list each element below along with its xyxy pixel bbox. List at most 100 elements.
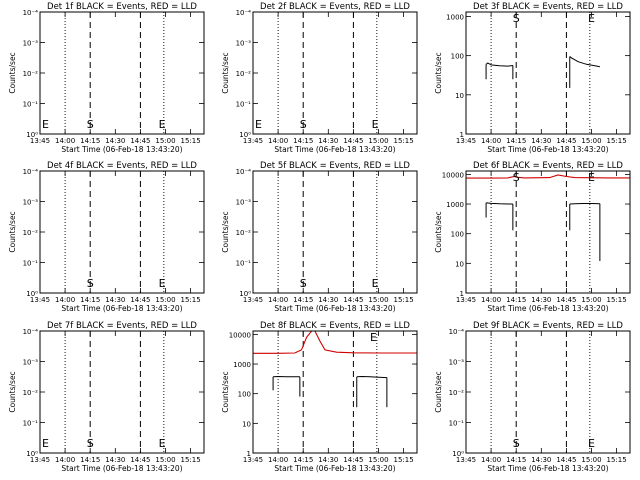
x-tick-label: 15:00 xyxy=(581,456,601,464)
chart-panel-7: Det 7f BLACK = Events, RED = LLD Counts/s… xyxy=(8,321,205,473)
y-axis-label: Counts/sec xyxy=(434,211,443,252)
y-tick-label: 10⁻² xyxy=(449,389,465,397)
x-tick-label: 15:00 xyxy=(155,137,175,145)
event-marker: E xyxy=(159,437,166,450)
plot-frame xyxy=(252,170,418,294)
y-tick-label: 100 xyxy=(451,231,464,239)
x-tick-label: 15:00 xyxy=(155,456,175,464)
y-tick-label: 10⁻⁴ xyxy=(236,168,252,176)
y-tick-label: 10⁰ xyxy=(452,450,464,458)
x-tick-label: 14:45 xyxy=(343,296,363,304)
event-marker: E xyxy=(42,437,49,450)
x-tick-label: 14:00 xyxy=(55,456,75,464)
y-tick-label: 10⁻⁴ xyxy=(23,9,39,17)
x-tick-label: 13:45 xyxy=(30,137,50,145)
x-tick-label: 15:15 xyxy=(181,296,201,304)
event-marker: E xyxy=(372,118,379,131)
x-tick-label: 14:30 xyxy=(531,456,551,464)
x-tick-label: 15:15 xyxy=(394,296,414,304)
x-tick-label: 14:30 xyxy=(531,296,551,304)
y-tick-label: 10⁻¹ xyxy=(23,260,39,268)
x-tick-label: 15:15 xyxy=(181,137,201,145)
chart-panel-9: Det 9f BLACK = Events, RED = LLD Counts/s… xyxy=(434,321,631,473)
y-tick-label: 100 xyxy=(451,53,464,61)
event-marker: S xyxy=(300,118,307,131)
x-tick-label: 14:30 xyxy=(105,137,125,145)
event-marker: E xyxy=(588,437,595,450)
y-tick-label: 10⁻³ xyxy=(23,199,39,207)
x-tick-label: 14:00 xyxy=(55,296,75,304)
y-axis-label: Counts/sec xyxy=(8,211,17,252)
y-tick-label: 10⁻¹ xyxy=(449,420,465,428)
y-tick-label: 1 xyxy=(460,290,464,298)
y-tick-label: 10⁻¹ xyxy=(23,420,39,428)
y-tick-label: 10⁻¹ xyxy=(23,101,39,109)
plot-frame xyxy=(252,330,418,454)
x-tick-label: 14:00 xyxy=(55,137,75,145)
y-tick-label: 10 xyxy=(455,260,464,268)
y-axis-label: Counts/sec xyxy=(434,52,443,93)
y-tick-label: 10 xyxy=(455,92,464,100)
plot-frame xyxy=(465,330,631,454)
chart-title: Det 3f BLACK = Events, RED = LLD xyxy=(473,2,623,12)
y-tick-label: 10⁻² xyxy=(23,389,39,397)
x-tick-label: 15:15 xyxy=(607,456,627,464)
y-tick-label: 10⁻⁴ xyxy=(23,328,39,336)
y-tick-label: 10⁻⁴ xyxy=(23,168,39,176)
chart-panel-5: Det 5f BLACK = Events, RED = LLD Counts/s… xyxy=(221,161,418,313)
y-axis-label: Counts/sec xyxy=(8,52,17,93)
event-marker: S xyxy=(513,437,520,450)
y-tick-label: 10⁰ xyxy=(239,131,251,139)
y-tick-label: 10⁻⁴ xyxy=(236,9,252,17)
x-tick-label: 14:15 xyxy=(293,456,313,464)
x-tick-label: 14:30 xyxy=(318,137,338,145)
x-tick-label: 15:00 xyxy=(581,296,601,304)
chart-panel-4: Det 4f BLACK = Events, RED = LLD Counts/s… xyxy=(8,161,205,313)
event-marker: S xyxy=(513,171,520,184)
x-tick-label: 14:45 xyxy=(343,137,363,145)
x-tick-label: 14:30 xyxy=(318,296,338,304)
chart-panel-3: Det 3f BLACK = Events, RED = LLD Counts/s… xyxy=(434,2,631,154)
x-tick-label: 14:15 xyxy=(293,296,313,304)
x-tick-label: 14:00 xyxy=(481,456,501,464)
y-axis-label: Counts/sec xyxy=(221,211,230,252)
plot-frame xyxy=(465,11,631,135)
series-line-1 xyxy=(253,330,417,354)
x-tick-label: 14:45 xyxy=(130,296,150,304)
x-tick-label: 14:45 xyxy=(556,137,576,145)
y-tick-label: 10⁻² xyxy=(23,70,39,78)
event-marker: E xyxy=(588,12,595,25)
chart-title: Det 6f BLACK = Events, RED = LLD xyxy=(473,161,623,171)
x-tick-label: 14:45 xyxy=(556,296,576,304)
x-tick-label: 13:45 xyxy=(243,456,263,464)
event-marker: S xyxy=(513,12,520,25)
x-axis-label: Start Time (06-Feb-18 13:43:20) xyxy=(274,304,395,313)
y-tick-label: 10⁻¹ xyxy=(236,101,252,109)
x-tick-label: 15:00 xyxy=(368,296,388,304)
event-marker: S xyxy=(87,277,94,290)
chart-panel-1: Det 1f BLACK = Events, RED = LLD Counts/s… xyxy=(8,2,205,154)
x-tick-label: 15:15 xyxy=(607,137,627,145)
series-line-2 xyxy=(569,56,600,68)
x-tick-label: 14:15 xyxy=(80,137,100,145)
x-tick-label: 13:45 xyxy=(30,456,50,464)
x-tick-label: 15:00 xyxy=(368,137,388,145)
x-tick-label: 14:00 xyxy=(268,137,288,145)
y-tick-label: 1 xyxy=(460,131,464,139)
x-axis-label: Start Time (06-Feb-18 13:43:20) xyxy=(487,464,608,473)
x-tick-label: 13:45 xyxy=(30,296,50,304)
x-axis-label: Start Time (06-Feb-18 13:43:20) xyxy=(61,145,182,154)
chart-panel-8: Det 8f BLACK = Events, RED = LLD Counts/s… xyxy=(221,321,418,473)
x-tick-label: 14:15 xyxy=(506,137,526,145)
chart-title: Det 8f BLACK = Events, RED = LLD xyxy=(260,321,410,331)
y-tick-label: 10⁻³ xyxy=(23,359,39,367)
x-tick-label: 13:45 xyxy=(456,456,476,464)
chart-title: Det 7f BLACK = Events, RED = LLD xyxy=(47,321,197,331)
x-tick-label: 14:15 xyxy=(80,456,100,464)
y-tick-label: 10⁻² xyxy=(236,70,252,78)
y-tick-label: 100 xyxy=(238,391,251,399)
x-tick-label: 14:15 xyxy=(293,137,313,145)
y-tick-label: 1000 xyxy=(446,13,464,21)
y-tick-label: 10⁻³ xyxy=(23,40,39,48)
